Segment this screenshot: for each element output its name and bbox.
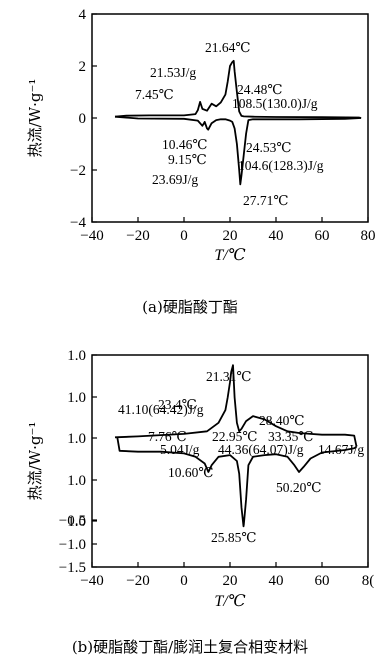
x-tick-label: 0 (180, 573, 188, 589)
annotation-label: 21.53J/g (150, 65, 196, 80)
annotation-label: 10.60℃ (168, 465, 213, 480)
series-line-1 (114, 364, 358, 447)
x-tick-label: 60 (315, 573, 330, 589)
caption-b: (b)硬脂酸丁酯/膨润土复合相变材料 (71, 638, 309, 656)
annotation-label: 25.85℃ (211, 530, 256, 545)
annotation-label: 24.48℃ (237, 82, 282, 97)
y-tick-label: 0 (79, 111, 87, 127)
chart-a: −40 −20 0 20 40 60 80420−2−421.64℃21.53J/g7.45… (26, 7, 376, 264)
annotation-label: 23.69J/g (152, 172, 198, 187)
series-line-2 (114, 115, 362, 186)
y-tick-label: 1.0 (67, 514, 86, 530)
y-tick-label: 1.0 (67, 348, 86, 364)
annotation-label: 5.04J/g (160, 442, 200, 457)
x-tick-label: −40 (80, 573, 103, 589)
y-tick-label: 1.0 (67, 431, 86, 447)
x-tick-label: 40 (269, 228, 284, 244)
annotation-label: 10.46℃ (162, 137, 207, 152)
y-tick-label: 4 (79, 7, 87, 23)
y-tick-label: −1.0 (59, 537, 86, 553)
y-tick-label: −0.5 (59, 513, 86, 529)
x-tick-label: −40 (80, 228, 103, 244)
x-tick-label: 80 (361, 228, 376, 244)
annotation-label: 108.5(130.0)J/g (232, 96, 318, 111)
annotation-label: 41.10(64.42)J/g (118, 402, 204, 417)
y-tick-label: 1.0 (67, 473, 86, 489)
x-tick-label: −20 (126, 573, 149, 589)
x-tick-label: 20 (223, 228, 238, 244)
annotation-label: 7.76℃ (148, 429, 187, 444)
x-tick-label: 0 (180, 228, 188, 244)
annotation-label: 50.20℃ (276, 480, 321, 495)
x-tick-label: 60 (315, 228, 330, 244)
x-tick-label: 8( (362, 573, 375, 589)
x-tick-label: 20 (223, 573, 238, 589)
y-tick-label: −4 (70, 215, 86, 231)
annotation-label: 9.15℃ (168, 152, 207, 167)
annotation-label: 27.71℃ (243, 193, 288, 208)
annotation-label: 44.36(64.07)J/g (218, 442, 304, 457)
annotation-label: 14.67J/g (318, 442, 364, 457)
x-axis-title: T/℃ (214, 247, 245, 264)
series-line-1 (114, 59, 362, 119)
x-axis-title: T/℃ (214, 593, 245, 610)
y-tick-label: −2 (70, 163, 86, 179)
x-tick-label: 40 (269, 573, 284, 589)
annotation-label: 21.31℃ (206, 369, 251, 384)
y-axis-title: 热流/W·g⁻¹ (26, 79, 44, 158)
y-tick-label: 1.0 (67, 390, 86, 406)
y-axis-title: 热流/W·g⁻¹ (26, 422, 44, 501)
annotation-label: 33.35℃ (268, 429, 313, 444)
y-tick-label: 2 (79, 59, 87, 75)
annotation-label: 24.53℃ (246, 140, 291, 155)
annotation-label: 22.95℃ (212, 429, 257, 444)
y-tick-label: −1.5 (59, 560, 86, 576)
series-line-2 (116, 437, 358, 528)
annotation-label: 104.6(128.3)J/g (238, 158, 324, 173)
x-tick-label: −20 (126, 228, 149, 244)
chart-b: −40 −20 0 20 40 60 8(1.01.01.01.01.0−0.5−1.0−1… (26, 348, 374, 610)
annotation-label: 21.64℃ (205, 40, 250, 55)
annotation-label: 23.4℃ (158, 397, 197, 412)
annotation-label: 28.40℃ (259, 413, 304, 428)
annotation-label: 7.45℃ (135, 87, 174, 102)
caption-a: (a)硬脂酸丁酯 (142, 298, 238, 316)
